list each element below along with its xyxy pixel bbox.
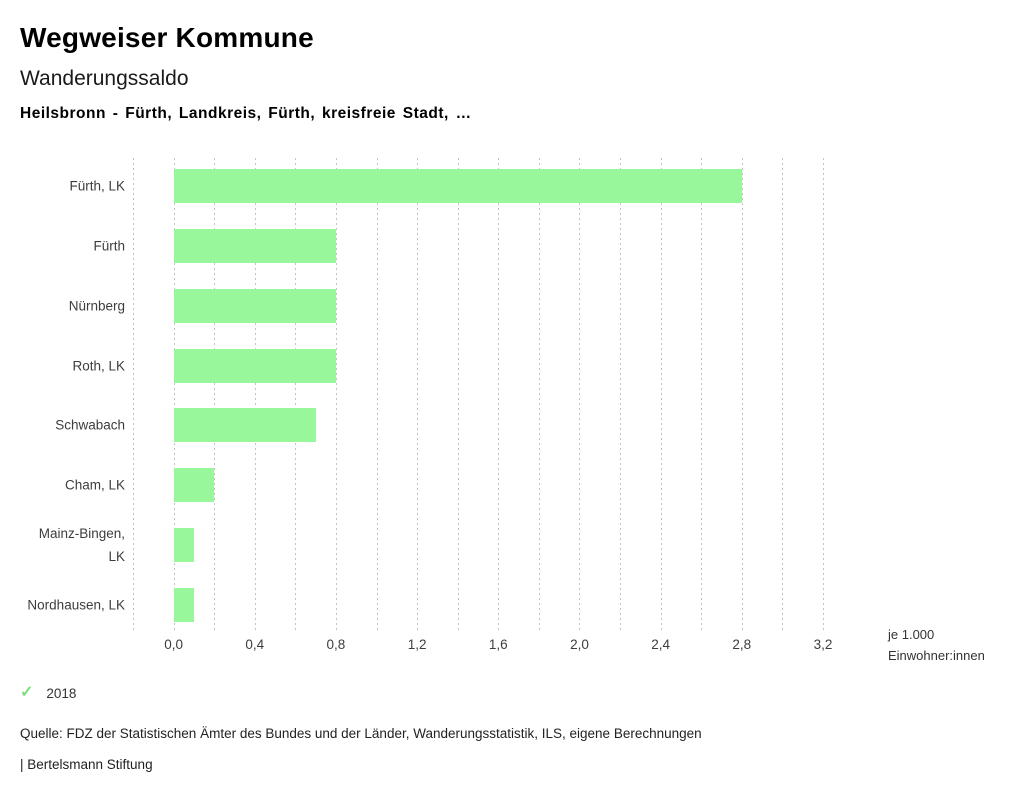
category-label: Nordhausen, LK — [27, 597, 125, 613]
x-tick-label: 1,6 — [488, 637, 508, 652]
category-label: Mainz-Bingen, LK — [38, 526, 125, 565]
gridline — [741, 158, 743, 630]
gridline — [823, 158, 824, 630]
x-tick-label: 0,8 — [326, 637, 346, 652]
legend-year-label: 2018 — [46, 685, 77, 701]
category-label: Cham, LK — [64, 477, 125, 493]
axis-unit-line2: Einwohner:innen — [888, 648, 985, 663]
gridline — [173, 158, 175, 630]
gridline — [295, 158, 297, 630]
gridline — [498, 158, 500, 630]
chart-subtitle: Heilsbronn - Fürth, Landkreis, Fürth, kr… — [20, 105, 472, 122]
category-label: Nürnberg — [68, 298, 125, 314]
category-label: Roth, LK — [72, 358, 125, 374]
gridline — [133, 158, 134, 630]
x-tick-label: 1,2 — [407, 637, 427, 652]
chart-title: Wanderungssaldo — [20, 67, 189, 90]
gridline — [660, 158, 662, 630]
bar-nordhausen-lk[interactable] — [173, 587, 194, 622]
branding-text: | Bertelsmann Stiftung — [20, 757, 153, 772]
category-axis: Fürth, LK Fürth Nürnberg Roth, LK Schwabach C… — [0, 158, 125, 630]
x-tick-label: 0,0 — [164, 637, 183, 652]
bar-fürth-lk[interactable] — [173, 169, 742, 203]
gridline — [620, 158, 622, 630]
category-label: Schwabach — [55, 417, 125, 433]
bar-chart: Fürth, LK Fürth Nürnberg Roth, LK Schwabach C… — [0, 158, 1024, 698]
page-title: Wegweiser Kommune — [20, 22, 314, 53]
bar-fürth[interactable] — [173, 228, 336, 263]
gridline — [376, 158, 378, 630]
x-tick-label: 2,0 — [570, 637, 589, 652]
gridline — [417, 158, 419, 630]
gridline — [538, 158, 540, 630]
gridline — [457, 158, 459, 630]
x-tick-label: 2,4 — [651, 637, 671, 652]
bar-nürnberg[interactable] — [173, 288, 336, 323]
x-tick-label: 3,2 — [813, 637, 833, 652]
bar-cham-lk[interactable] — [173, 468, 215, 503]
bar-roth-lk[interactable] — [173, 348, 336, 383]
gridline — [254, 158, 256, 630]
source-text: Quelle: FDZ der Statistischen Ämter des … — [20, 726, 702, 741]
plot-area — [133, 158, 824, 630]
gridline — [214, 158, 216, 630]
axis-unit-line1: je 1.000 — [888, 627, 935, 642]
x-tick-label: 0,4 — [245, 637, 265, 652]
gridline — [701, 158, 703, 630]
category-label: Fürth, LK — [69, 178, 125, 194]
bar-mainz-bingen-lk[interactable] — [173, 528, 194, 563]
category-label: Fürth — [93, 238, 125, 254]
legend-item-2018[interactable]: ✓ 2018 — [20, 685, 76, 701]
axis-unit-label: je 1.000 Einwohner:innen — [888, 624, 985, 666]
gridline — [335, 158, 337, 630]
gridline — [579, 158, 581, 630]
bar-schwabach[interactable] — [173, 408, 316, 443]
gridline — [782, 158, 784, 630]
check-icon: ✓ — [20, 684, 34, 701]
x-tick-label: 2,8 — [732, 637, 752, 652]
